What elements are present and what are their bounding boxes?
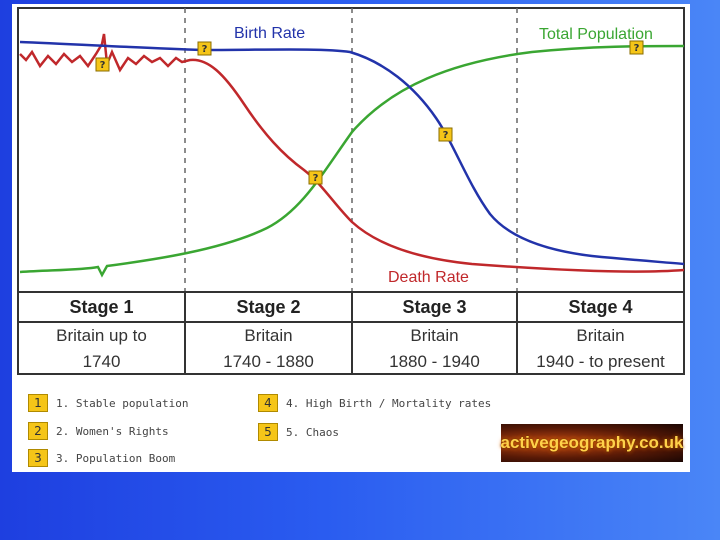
stage-1-label: Stage 1	[69, 296, 134, 317]
stage-4-header: Stage 4	[517, 292, 684, 322]
svg-text:?: ?	[313, 173, 319, 184]
legend-text-4: 4. High Birth / Mortality rates	[286, 396, 492, 410]
total-population-line	[19, 44, 685, 278]
slide-card: Birth Rate Total Population Death Rate ?…	[12, 4, 690, 472]
stage-2-label: Stage 2	[236, 296, 301, 317]
question-marker-4[interactable]: ?	[438, 127, 453, 142]
legend-number-3: 3	[28, 449, 48, 467]
legend-item-3: 3 3. Population Boom	[28, 449, 175, 467]
legend-number-1: 1	[28, 394, 48, 412]
death-rate-label: Death Rate	[388, 269, 469, 286]
stage-2-line1: Britain	[244, 326, 293, 345]
svg-text:?: ?	[100, 60, 106, 71]
stage-1-line1: Britain up to	[56, 326, 147, 345]
legend-text-5: 5. Chaos	[286, 425, 339, 439]
legend-item-2: 2 2. Women's Rights	[28, 422, 169, 440]
stage-3-period: Britain 1880 - 1940	[352, 322, 517, 376]
legend-text-1: 1. Stable population	[56, 396, 189, 410]
stage-4-period: Britain 1940 - to present	[517, 322, 684, 376]
stage-3-label: Stage 3	[402, 296, 467, 317]
demographic-transition-chart: Birth Rate Total Population Death Rate ?…	[17, 7, 685, 375]
logo-text: activegeography.co.uk	[500, 433, 684, 452]
activegeography-logo: activegeography.co.uk	[501, 424, 683, 462]
question-marker-3[interactable]: ?	[308, 170, 323, 185]
legend-text-3: 3. Population Boom	[56, 451, 176, 465]
stage-3-line1: Britain	[410, 326, 459, 345]
stage-1-header: Stage 1	[18, 292, 185, 322]
total-population-label: Total Population	[539, 26, 653, 43]
question-marker-2[interactable]: ?	[197, 41, 212, 56]
svg-text:?: ?	[634, 43, 640, 54]
stage-3-line2: 1880 - 1940	[389, 352, 480, 371]
legend-item-5: 5 5. Chaos	[258, 423, 339, 441]
svg-text:?: ?	[443, 130, 449, 141]
legend-text-2: 2. Women's Rights	[56, 424, 169, 438]
stage-2-period: Britain 1740 - 1880	[185, 322, 352, 376]
stage-1-line2: 1740	[82, 352, 121, 371]
stage-3-header: Stage 3	[352, 292, 517, 322]
death-rate-line	[19, 33, 685, 273]
stage-4-line2: 1940 - to present	[536, 352, 665, 371]
svg-text:?: ?	[202, 44, 208, 55]
stage-1-period: Britain up to 1740	[18, 322, 185, 376]
birth-rate-label: Birth Rate	[234, 25, 305, 42]
question-marker-5[interactable]: ?	[629, 40, 644, 55]
stage-4-line1: Britain	[576, 326, 625, 345]
legend-number-4: 4	[258, 394, 278, 412]
question-marker-1[interactable]: ?	[95, 57, 110, 72]
legend-number-5: 5	[258, 423, 278, 441]
legend-item-1: 1 1. Stable population	[28, 394, 188, 412]
legend-item-4: 4 4. High Birth / Mortality rates	[258, 394, 491, 412]
birth-rate-line	[19, 40, 685, 266]
stage-2-header: Stage 2	[185, 292, 352, 322]
legend-number-2: 2	[28, 422, 48, 440]
stage-2-line2: 1740 - 1880	[223, 352, 314, 371]
stage-4-label: Stage 4	[568, 296, 633, 317]
